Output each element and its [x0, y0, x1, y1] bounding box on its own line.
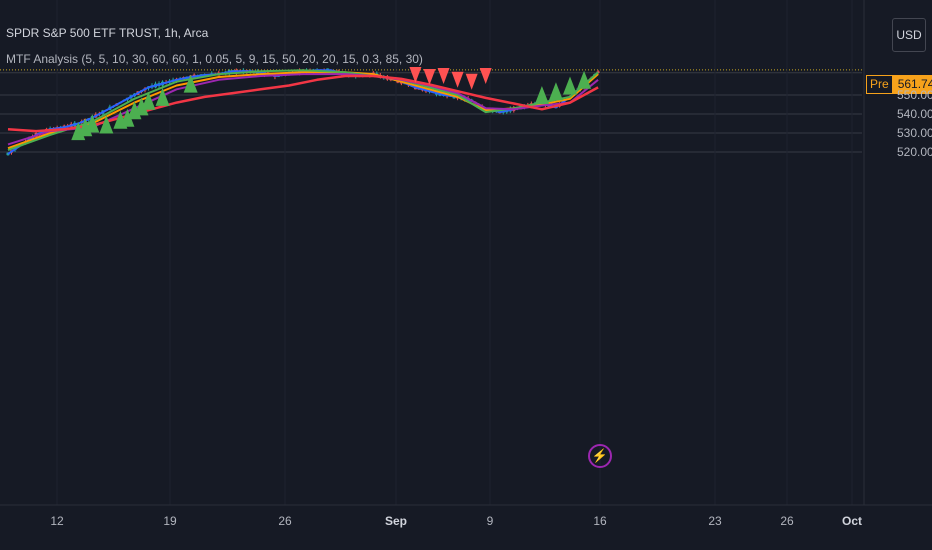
- buy-signal: [99, 115, 114, 134]
- price-tick-label: 550.00: [897, 88, 932, 102]
- premarket-price: 561.74: [892, 75, 932, 94]
- price-tick-label: 530.00: [897, 126, 932, 140]
- sell-signal: [409, 67, 422, 84]
- time-tick-label: 16: [593, 514, 607, 528]
- sell-signal: [437, 68, 450, 84]
- buy-signal: [85, 114, 100, 133]
- buy-signal: [577, 70, 592, 89]
- premarket-price-label: Pre 561.74: [866, 75, 932, 94]
- sell-signal: [423, 68, 436, 85]
- buy-signal: [134, 97, 149, 116]
- lightning-icon[interactable]: ⚡: [588, 444, 612, 468]
- time-tick-label: 9: [486, 514, 494, 528]
- sell-signal: [451, 71, 464, 88]
- chart-legend: SPDR S&P 500 ETF TRUST, 1h, Arca MTF Ana…: [6, 25, 423, 67]
- price-tick-label: 520.00: [897, 145, 932, 159]
- buy-signal: [120, 108, 135, 127]
- signal-markers: [71, 67, 592, 141]
- time-tick-label: Oct: [841, 514, 863, 528]
- time-tick-label: 23: [708, 514, 722, 528]
- currency-button[interactable]: USD: [892, 18, 926, 52]
- time-tick-label: 12: [50, 514, 64, 528]
- buy-signal: [563, 76, 577, 95]
- buy-signal: [548, 82, 563, 101]
- buy-signal: [141, 91, 156, 110]
- time-tick-label: 19: [163, 514, 177, 528]
- time-tick-label: 26: [278, 514, 292, 528]
- premarket-tag: Pre: [866, 75, 893, 94]
- symbol-title[interactable]: SPDR S&P 500 ETF TRUST, 1h, Arca: [6, 26, 209, 40]
- buy-signal: [155, 87, 170, 106]
- time-tick-label: Sep: [384, 514, 408, 528]
- buy-signal: [534, 86, 549, 104]
- time-tick-label: 26: [780, 514, 794, 528]
- indicator-label[interactable]: MTF Analysis (5, 5, 10, 30, 60, 60, 1, 0…: [6, 52, 423, 66]
- sell-signal: [479, 68, 492, 84]
- buy-signal: [183, 74, 198, 93]
- sell-signal: [465, 73, 478, 90]
- price-tick-label: 540.00: [897, 107, 932, 121]
